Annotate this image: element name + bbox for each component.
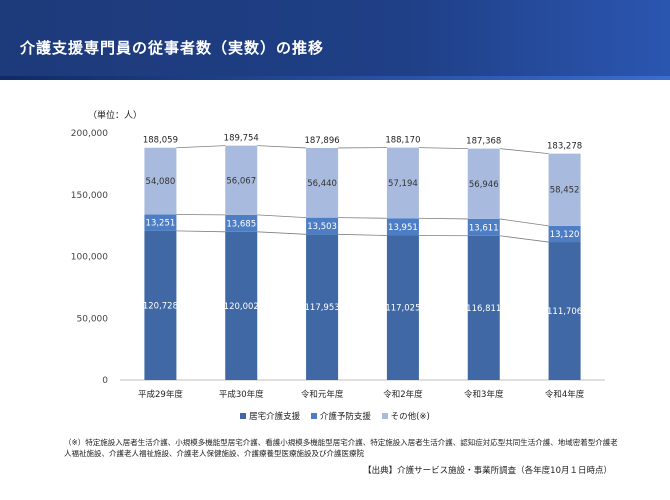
bar-segment — [144, 230, 177, 380]
bar-segment — [144, 214, 177, 231]
bar-segment — [386, 147, 419, 219]
y-tick-label: 150,000 — [71, 191, 108, 201]
bar-segment — [306, 147, 339, 218]
data-label: 13,611 — [469, 223, 499, 233]
series-connector-line — [499, 218, 549, 227]
data-label: 13,685 — [226, 219, 256, 229]
data-label: 57,194 — [388, 179, 418, 189]
series-connector-line — [257, 145, 307, 149]
data-label: 58,452 — [550, 186, 580, 196]
series-connector-line — [176, 145, 226, 149]
series-connector-line — [418, 217, 468, 220]
bar-segment — [467, 235, 500, 380]
series-connector-line — [176, 230, 226, 233]
footnote: （※）特定施設入居者生活介護、小規模多機能型居宅介護、看護小規模多機能型居宅介護… — [64, 438, 618, 458]
y-tick-label: 0 — [102, 376, 108, 386]
legend-swatch — [310, 413, 317, 419]
x-category-label: 平成30年度 — [219, 389, 264, 400]
bar-segment — [386, 218, 419, 236]
x-category-label: 令和2年度 — [383, 389, 423, 400]
legend-item-home-care: 居宅介護支援 — [240, 410, 300, 422]
bar-segment — [225, 214, 258, 232]
data-label: 13,120 — [550, 230, 580, 240]
data-label: 56,946 — [469, 180, 499, 190]
bar-segment — [306, 217, 339, 235]
total-label: 183,278 — [547, 142, 582, 152]
chart-legend: 居宅介護支援 介護予防支援 その他(※) — [0, 410, 670, 422]
series-connector-line — [499, 148, 549, 155]
legend-label: その他(※) — [390, 412, 430, 422]
x-category-label: 令和元年度 — [301, 389, 344, 400]
x-category-label: 令和3年度 — [464, 389, 504, 400]
legend-swatch — [381, 413, 388, 419]
data-label: 116,811 — [466, 304, 501, 314]
series-connector-line — [257, 214, 307, 219]
data-label: 56,440 — [307, 179, 337, 189]
data-label: 13,503 — [307, 222, 337, 232]
total-label: 188,059 — [143, 136, 178, 146]
bar-segment — [306, 234, 339, 380]
unit-label: （単位：人） — [88, 111, 143, 121]
series-connector-line — [257, 231, 307, 235]
legend-swatch — [240, 413, 247, 419]
x-category-label: 令和4年度 — [545, 389, 585, 400]
data-label: 111,706 — [547, 307, 582, 317]
y-tick-label: 200,000 — [71, 129, 108, 139]
total-label: 189,754 — [224, 134, 259, 144]
data-label: 13,251 — [146, 219, 176, 229]
data-label: 56,067 — [226, 176, 256, 186]
x-category-label: 平成29年度 — [138, 389, 183, 400]
total-label: 188,170 — [385, 136, 420, 146]
bar-segment — [225, 231, 258, 380]
data-label: 120,002 — [224, 302, 259, 312]
bar-segment — [144, 147, 177, 215]
bar-segment — [548, 225, 581, 243]
series-connector-line — [338, 233, 387, 236]
total-label: 187,896 — [305, 136, 340, 146]
series-connector-line — [338, 217, 387, 219]
header-banner: 介護支援専門員の従事者数（実数）の推移 — [0, 0, 670, 80]
series-connector-line — [499, 235, 549, 243]
y-tick-label: 50,000 — [77, 314, 109, 324]
legend-label: 介護予防支援 — [319, 412, 371, 422]
legend-item-prevention: 介護予防支援 — [310, 410, 371, 422]
bar-segment — [225, 145, 258, 215]
data-label: 13,951 — [388, 223, 418, 233]
bar-segment — [467, 148, 500, 219]
page-title: 介護支援専門員の従事者数（実数）の推移 — [20, 39, 325, 57]
bar-segment — [548, 153, 581, 226]
bar-segment — [386, 235, 419, 380]
source-note: 【出典】介護サービス施設・事業所調査（各年度10月１日時点） — [363, 466, 612, 476]
total-label: 187,368 — [466, 137, 501, 147]
data-label: 117,025 — [385, 304, 420, 314]
bar-segment — [548, 242, 581, 380]
data-label: 120,728 — [143, 301, 178, 311]
bar-segment — [467, 218, 500, 236]
legend-item-other: その他(※) — [381, 410, 430, 422]
y-tick-label: 100,000 — [71, 253, 108, 263]
series-connector-line — [418, 147, 468, 150]
data-label: 54,080 — [146, 177, 176, 187]
data-label: 117,953 — [305, 303, 340, 313]
legend-label: 居宅介護支援 — [249, 412, 301, 422]
